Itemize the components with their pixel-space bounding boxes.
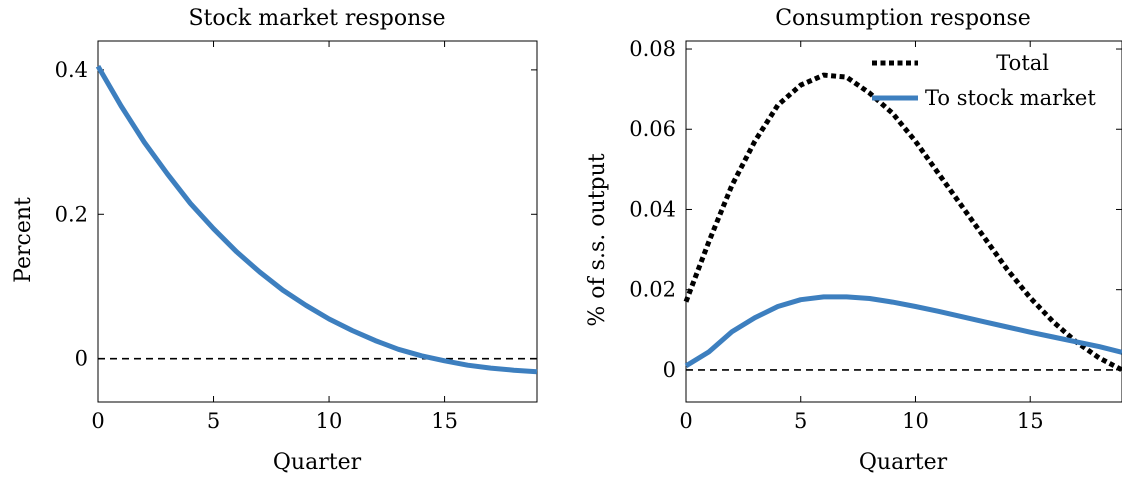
x-tick-label: 5: [207, 409, 220, 433]
y-tick-label: 0.08: [629, 37, 676, 61]
x-tick-label: 10: [902, 409, 929, 433]
y-axis-label: % of s.s. output: [585, 153, 610, 326]
x-tick-label: 0: [679, 409, 692, 433]
x-tick-label: 5: [794, 409, 807, 433]
y-tick-label: 0.4: [55, 58, 88, 82]
y-tick-label: 0.06: [629, 117, 676, 141]
x-tick-label: 15: [1017, 409, 1044, 433]
y-tick-label: 0: [75, 347, 88, 371]
legend-label-to-stock-market: To stock market: [925, 86, 1096, 110]
panel-stock-market-response: Stock market response 0 5 10 15 0 0.2 0.4 Quar…: [11, 6, 538, 475]
x-tick-label: 10: [316, 409, 343, 433]
x-axis-label: Quarter: [273, 450, 362, 475]
panel-consumption-response: Consumption response 0 5 10 15 0 0.02 0.04 0.06…: [585, 6, 1122, 475]
series-line-total: [683, 72, 1122, 373]
legend-label-total: Total: [996, 51, 1049, 75]
y-tick-label: 0.2: [55, 202, 88, 226]
x-tick-label: 15: [431, 409, 458, 433]
x-tick-label: 0: [91, 409, 104, 433]
y-axis-label: Percent: [11, 197, 36, 283]
legend: Total To stock market: [872, 51, 1096, 110]
x-axis-label: Quarter: [859, 450, 948, 475]
chart-title: Consumption response: [775, 6, 1031, 31]
y-tick-label: 0: [663, 358, 676, 382]
axes-frame: [97, 40, 538, 403]
chart-title: Stock market response: [188, 6, 445, 31]
series-line: [95, 65, 538, 375]
y-tick-label: 0.04: [629, 197, 676, 221]
series-line-to-stock-market: [684, 294, 1122, 369]
axes-frame: [685, 40, 1122, 403]
plot-area: 0 5 10 15 0 0.2 0.4: [55, 40, 538, 433]
plot-area: 0 5 10 15 0 0.02 0.04 0.06 0.08: [629, 37, 1122, 433]
y-tick-label: 0.02: [629, 278, 676, 302]
